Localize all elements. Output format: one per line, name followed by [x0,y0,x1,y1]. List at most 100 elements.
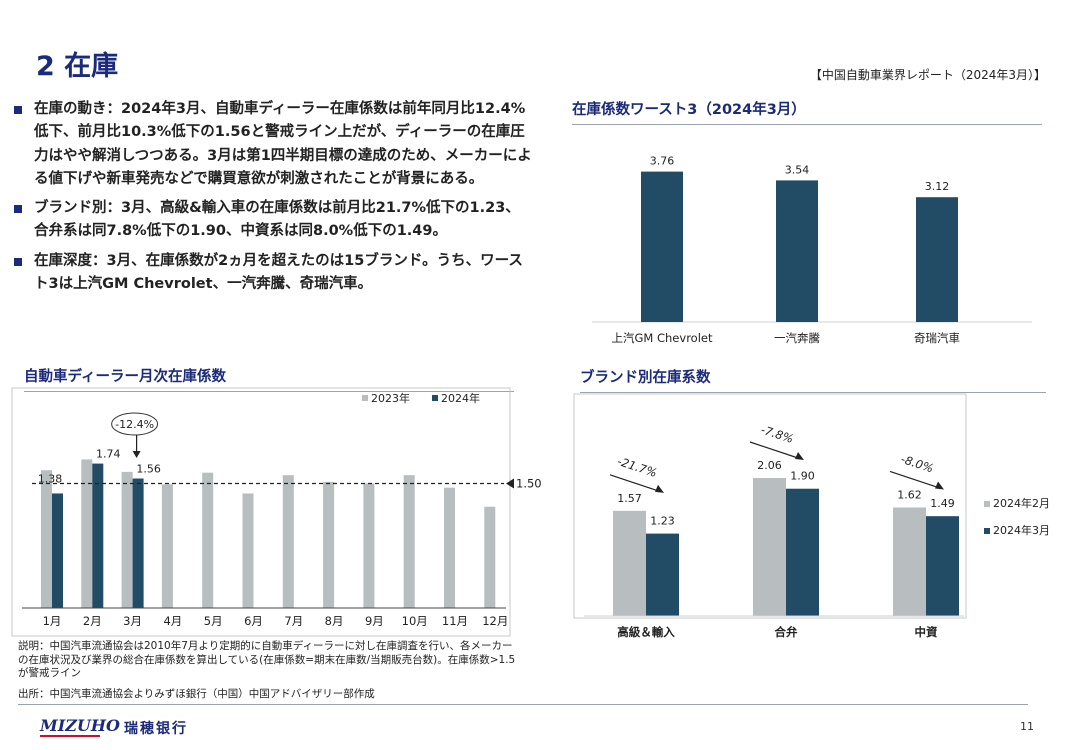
bar-mar [926,516,959,616]
bar-2024 [52,493,63,608]
month-label: 11月 [442,614,468,628]
change-arrow-line [889,470,939,489]
warning-line-label: 1.50 [516,477,542,491]
bar-2023 [282,475,294,608]
legend-swatch [362,395,368,401]
bar-feb [613,510,646,616]
brand-heading: ブランド別在庫系数 [580,366,1046,393]
bar-2023 [403,475,415,608]
month-label: 4月 [163,614,182,628]
month-label: 2月 [83,614,102,628]
callout-bubble [111,412,159,436]
legend-label: 2023年 [371,391,410,405]
month-label: 1月 [43,614,62,628]
worst3-heading: 在庫係数ワースト3（2024年3月） [572,98,1042,125]
bar-0 [641,171,683,322]
category-label: 上汽GM Chevrolet [612,331,713,345]
bullet-list: 在庫の動き：2024年3月、自動車ディーラー在庫係数は前年同月比12.4%低下、… [14,98,534,302]
bar-mar [646,533,679,616]
bar-feb [753,478,786,616]
bullet-item: 在庫深度：3月、在庫係数が2ヵ月を超えたのは15ブランド。うち、ワースト3は上汽… [14,250,534,297]
report-tag: 【中国自動車業界レポート（2024年3月）】 [809,68,1046,82]
month-label: 12月 [482,614,508,628]
callout-arrow-icon [132,451,141,458]
chart-frame [573,393,967,619]
bar-2023 [41,470,52,608]
bar-2023 [242,493,254,608]
legend-label: 2024年 [441,391,480,405]
legend-swatch [984,528,990,534]
change-arrow-icon [655,484,664,493]
bar-feb [893,507,926,616]
brand-chart: 1.57 1.23 高級＆輸入 -21.7% 2.06 1.90 合弁 -7.8% 1.62 1.… [573,393,1050,639]
monthly-chart: 2023年 2024年 1月 2月 3月 4月 5月 6月 7月 8月 9月 10月 11月 12月 1.3… [11,387,542,637]
page-number: 11 [1020,720,1034,733]
bullet-text: 在庫の動き：2024年3月、自動車ディーラー在庫係数は前年同月比12.4%低下、… [34,101,532,187]
bar-2024 [92,463,104,608]
change-arrow-line [609,474,659,492]
bar-value-label: 1.74 [96,448,121,461]
mizuho-logo: MIZUHO [40,716,120,735]
bar-2023 [444,487,455,608]
square-bullet-icon [14,257,22,266]
source-note: 出所：中国汽車流通協会よりみずほ銀行（中国）中国アドバイザリー部作成 [18,688,375,700]
legend-label: 2024年2月 [993,496,1050,510]
bar-2023 [161,484,173,608]
monthly-heading: 自動車ディーラー月次在庫係数 [24,365,514,392]
worst3-chart: 3.76 上汽GM Chevrolet 3.54 一汽奔騰 3.12 奇瑞汽車 [592,155,1032,345]
month-label: 10月 [402,614,428,628]
month-label: 3月 [123,614,142,628]
change-arrow-icon [795,452,804,460]
bar-2 [916,197,958,322]
bank-name: 瑞穂银行 [124,721,188,737]
monthly-section: 自動車ディーラー月次在庫係数 [24,365,514,392]
bar-value-label: 1.62 [897,488,922,501]
bar-value-label: 1.23 [650,515,675,528]
bar-1 [776,180,818,322]
bar-2023 [121,471,133,608]
bar-value-label: 1.90 [790,470,815,483]
bar-value-label: 2.06 [757,459,782,472]
bar-2023 [363,483,375,608]
bar-2024 [132,478,144,608]
category-label: 中資 [915,625,938,639]
bar-value-label: 3.76 [650,155,675,168]
bar-value-label: 3.12 [925,180,950,193]
bar-value-label: 1.38 [38,472,63,485]
bar-2023 [484,506,496,608]
month-label: 6月 [244,614,263,628]
month-label: 7月 [284,614,303,628]
category-label: 合弁 [775,625,798,639]
change-arrow-icon [935,481,944,490]
bar-value-label: 1.57 [617,492,642,505]
change-label: -7.8% [759,422,795,446]
page-title: 2 在庫 [36,51,119,82]
change-label: -8.0% [899,452,935,476]
bullet-text: ブランド別：3月、高級&輸入車の在庫係数は前月比21.7%低下の1.23、合弁系… [34,200,520,240]
legend-label: 2024年3月 [993,523,1050,537]
worst3-section: 在庫係数ワースト3（2024年3月） [572,98,1042,125]
square-bullet-icon [14,106,22,114]
square-bullet-icon [14,205,22,214]
bullet-item: ブランド別：3月、高級&輸入車の在庫係数は前月比21.7%低下の1.23、合弁系… [14,197,534,244]
bar-value-label: 1.56 [136,463,161,476]
callout-text: -12.4% [115,418,154,431]
bullet-item: 在庫の動き：2024年3月、自動車ディーラー在庫係数は前年同月比12.4%低下、… [14,98,534,191]
bullet-text: 在庫深度：3月、在庫係数が2ヵ月を超えたのは15ブランド。うち、ワースト3は上汽… [34,252,523,293]
category-label: 奇瑞汽車 [914,331,960,345]
bar-2023 [323,481,335,608]
bar-value-label: 1.49 [930,497,955,510]
legend-swatch [432,395,438,401]
change-label: -21.7% [616,454,659,480]
footer-divider [18,704,1028,705]
category-label: 高級＆輸入 [617,625,675,639]
bar-value-label: 3.54 [785,163,810,176]
brand-section: ブランド別在庫系数 [580,366,1046,393]
bar-2023 [81,459,93,608]
month-label: 8月 [325,614,344,628]
month-label: 9月 [365,614,384,628]
chart-frame [11,387,511,637]
change-arrow-line [749,441,799,459]
logo-underline [40,735,100,737]
legend-swatch [984,501,990,507]
